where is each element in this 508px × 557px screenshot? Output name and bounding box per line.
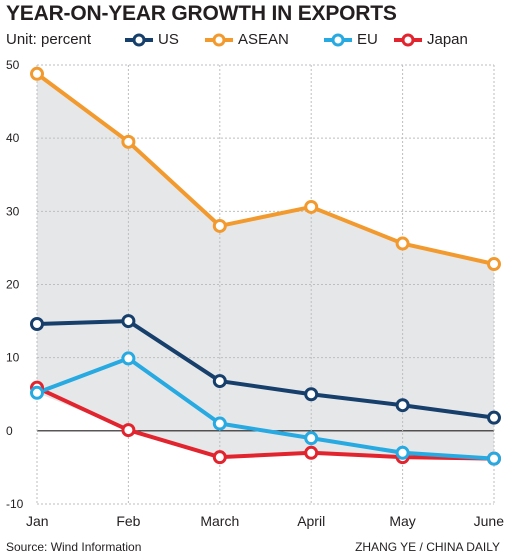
y-tick-label: 20 (6, 278, 20, 292)
data-point-eu (212, 416, 227, 431)
x-tick-label-jan: Jan (26, 513, 49, 529)
data-point-japan (121, 423, 136, 438)
data-point-asean (212, 218, 227, 233)
legend-label-eu: EU (357, 31, 378, 48)
data-point-eu (487, 451, 501, 466)
data-point-japan (212, 450, 227, 465)
legend-item-asean: ASEAN (204, 31, 289, 48)
y-tick-label: 10 (6, 351, 20, 365)
legend-label-us: US (158, 31, 179, 48)
data-point-us (304, 387, 319, 402)
data-point-asean (121, 134, 136, 149)
series-line-japan (35, 385, 496, 461)
series-line-eu (35, 356, 496, 461)
legend-marker-us (125, 33, 153, 46)
series-line-us (35, 319, 496, 420)
legend-label-japan: Japan (427, 31, 468, 48)
data-point-us (121, 314, 136, 329)
data-point-us (212, 374, 227, 389)
y-tick-label: -10 (6, 497, 24, 511)
chart-title: YEAR-ON-YEAR GROWTH IN EXPORTS (6, 2, 397, 25)
data-point-asean (487, 257, 501, 272)
x-tick-label-may: May (389, 513, 415, 529)
y-tick-label: 50 (6, 58, 20, 72)
data-point-us (487, 410, 501, 425)
data-point-eu (30, 385, 44, 400)
y-tick-label: 40 (6, 131, 20, 145)
source-note: Source: Wind Information (6, 540, 142, 554)
legend-marker-asean (205, 33, 233, 46)
data-point-japan (304, 445, 319, 460)
data-point-eu (304, 431, 319, 446)
y-tick-label: 0 (6, 424, 13, 438)
series-line-asean (35, 71, 496, 267)
legend-marker-eu (324, 33, 352, 46)
credit-note: ZHANG YE / CHINA DAILY (355, 540, 500, 554)
data-point-eu (395, 445, 410, 460)
data-point-us (395, 398, 410, 413)
data-point-asean (395, 236, 410, 251)
data-point-asean (30, 66, 44, 81)
legend-item-japan: Japan (393, 31, 468, 48)
data-point-asean (304, 199, 319, 214)
legend-item-eu: EU (323, 31, 378, 48)
x-tick-label-march: March (200, 513, 239, 529)
data-point-eu (121, 351, 136, 366)
shaded-band (37, 73, 494, 459)
legend-label-asean: ASEAN (238, 31, 289, 48)
x-tick-label-april: April (297, 513, 325, 529)
unit-label: Unit: percent (6, 31, 92, 48)
x-tick-label-feb: Feb (116, 513, 140, 529)
x-tick-label-june: June (474, 513, 505, 529)
data-point-us (30, 317, 44, 332)
y-tick-label: 30 (6, 204, 20, 218)
legend-item-us: US (124, 31, 179, 48)
legend-marker-japan (394, 33, 422, 46)
